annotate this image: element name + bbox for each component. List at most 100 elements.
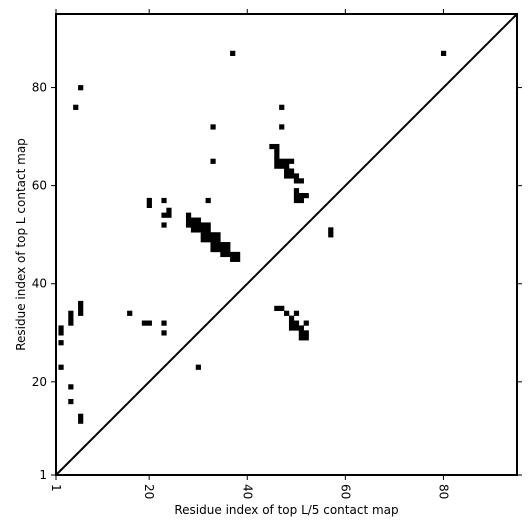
contact-cell xyxy=(284,158,290,164)
contact-cell xyxy=(225,242,231,248)
contact-cell xyxy=(215,246,221,253)
contact-cell xyxy=(225,246,231,253)
contact-cell xyxy=(141,320,148,326)
contact-cell xyxy=(293,320,300,326)
contact-cell xyxy=(205,232,211,238)
y-tick-label: 1 xyxy=(39,468,47,482)
contact-cell xyxy=(161,222,167,228)
contact-cell xyxy=(78,85,84,91)
x-axis-label: Residue index of top L/5 contact map xyxy=(174,503,398,517)
contact-cell xyxy=(146,320,152,326)
contact-cell xyxy=(185,222,192,228)
contact-cell xyxy=(293,310,300,316)
contact-cell xyxy=(146,197,152,204)
contact-cell xyxy=(215,237,221,243)
contact-cell xyxy=(274,163,280,169)
contact-cell xyxy=(298,325,304,331)
contact-cell xyxy=(298,178,304,184)
plot-frame xyxy=(55,13,518,476)
contact-cell xyxy=(166,207,172,213)
contact-cell xyxy=(190,227,197,233)
contact-cell xyxy=(161,212,167,218)
contact-cell xyxy=(205,227,211,233)
contact-cell xyxy=(205,222,211,228)
contact-cell xyxy=(303,335,309,341)
contact-cell xyxy=(215,242,221,248)
contact-cell xyxy=(284,173,290,179)
contact-cell xyxy=(78,305,84,311)
contact-cell xyxy=(210,246,216,253)
contact-cell xyxy=(298,193,304,199)
contact-cell xyxy=(274,153,280,159)
contact-cell xyxy=(288,320,295,326)
x-tick-label: 1 xyxy=(49,484,63,492)
contact-cell xyxy=(288,173,295,179)
contact-cell xyxy=(200,227,206,233)
contact-cell xyxy=(284,310,290,316)
contact-cell xyxy=(284,168,290,174)
axis-ticks: 1 20 40 60 80 1 20 40 60 80 xyxy=(32,9,522,499)
contact-cell xyxy=(303,193,309,199)
x-tick-label: 80 xyxy=(436,484,450,499)
contact-cell xyxy=(166,212,172,218)
contact-cell xyxy=(298,330,304,336)
y-tick-label: 60 xyxy=(32,179,47,193)
contact-cell xyxy=(293,197,300,204)
y-axis-label: Residue index of top L contact map xyxy=(14,138,28,351)
contact-cell xyxy=(78,310,84,316)
contact-cell xyxy=(274,143,280,150)
contact-cell xyxy=(220,246,226,253)
contact-cell xyxy=(58,364,64,370)
contact-cell xyxy=(220,251,226,258)
contact-cell xyxy=(303,330,309,336)
contact-cell xyxy=(274,148,280,155)
contact-cell xyxy=(279,163,285,169)
contact-cell xyxy=(288,325,295,331)
contact-cell xyxy=(195,217,201,223)
contact-cell xyxy=(127,310,133,316)
y-tick-label: 20 xyxy=(32,375,47,389)
contact-cell xyxy=(303,320,309,326)
contact-cell xyxy=(78,300,84,307)
contact-cell xyxy=(215,232,221,238)
contact-cell xyxy=(68,398,74,405)
contact-cell xyxy=(269,143,275,150)
contact-cell xyxy=(328,232,334,238)
contact-cell xyxy=(68,310,74,316)
contact-cell xyxy=(230,50,236,56)
contact-cell xyxy=(274,158,280,164)
contact-cell xyxy=(68,320,74,326)
contact-cell xyxy=(190,217,197,223)
contact-cell xyxy=(161,197,167,204)
contact-cell xyxy=(274,305,280,311)
contact-cell xyxy=(210,124,216,130)
contact-cell xyxy=(185,212,192,218)
contact-cell xyxy=(235,251,241,258)
contact-cells xyxy=(58,50,447,424)
x-tick-label: 20 xyxy=(142,484,156,499)
contact-cell xyxy=(293,325,300,331)
contact-cell xyxy=(288,315,295,321)
contact-cell xyxy=(58,325,64,331)
contact-cell xyxy=(200,237,206,243)
contact-cell xyxy=(225,251,231,258)
contact-cell xyxy=(220,242,226,248)
contact-cell xyxy=(78,418,84,424)
contact-cell xyxy=(195,364,201,370)
contact-cell xyxy=(230,251,236,258)
contact-cell xyxy=(161,320,167,326)
contact-cell xyxy=(195,227,201,233)
contact-cell xyxy=(68,315,74,321)
contact-cell xyxy=(161,330,167,336)
contact-cell xyxy=(288,158,295,164)
contact-cell xyxy=(58,340,64,346)
y-tick-label: 40 xyxy=(32,277,47,291)
contact-cell xyxy=(279,158,285,164)
contact-cell xyxy=(146,202,152,209)
contact-cell xyxy=(210,242,216,248)
contact-cell xyxy=(205,197,211,204)
contact-cell xyxy=(288,168,295,174)
contact-cell xyxy=(205,237,211,243)
contact-cell xyxy=(78,413,84,419)
